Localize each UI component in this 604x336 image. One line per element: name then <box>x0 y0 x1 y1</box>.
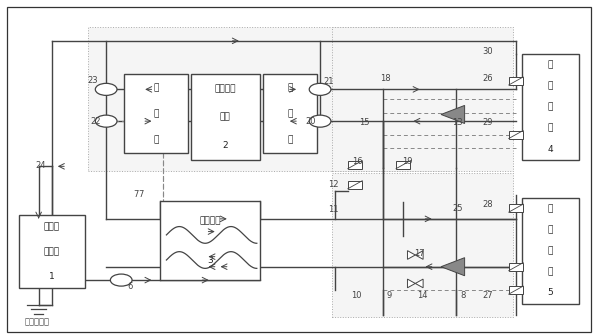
Text: 机: 机 <box>548 102 553 112</box>
Text: 冷: 冷 <box>153 83 159 92</box>
Text: 27: 27 <box>482 291 493 300</box>
Text: 器: 器 <box>288 135 292 144</box>
Circle shape <box>95 115 117 127</box>
Text: 新: 新 <box>548 60 553 69</box>
Text: 13: 13 <box>452 118 463 127</box>
Polygon shape <box>408 279 416 288</box>
Text: 水机组: 水机组 <box>44 247 60 256</box>
Bar <box>509 263 523 271</box>
Text: 11: 11 <box>328 205 339 214</box>
Text: 2: 2 <box>222 141 228 150</box>
Text: 7: 7 <box>133 190 139 199</box>
Text: 组: 组 <box>548 124 553 132</box>
Text: 蒸: 蒸 <box>288 83 292 92</box>
Text: 10: 10 <box>351 291 361 300</box>
Circle shape <box>309 83 331 95</box>
Bar <box>396 161 411 169</box>
Text: 20: 20 <box>306 117 316 126</box>
Text: 22: 22 <box>91 117 101 126</box>
Bar <box>332 28 513 171</box>
Text: 凝: 凝 <box>153 109 159 118</box>
Polygon shape <box>441 106 464 124</box>
Bar <box>332 173 513 317</box>
Polygon shape <box>441 258 464 276</box>
Text: 30: 30 <box>482 47 493 56</box>
Bar <box>19 215 85 289</box>
Text: 12: 12 <box>328 180 339 189</box>
Text: 26: 26 <box>482 74 493 83</box>
Text: 5: 5 <box>548 289 553 297</box>
Polygon shape <box>416 279 423 288</box>
Bar <box>509 286 523 294</box>
Circle shape <box>309 115 331 127</box>
Text: 3: 3 <box>207 256 213 265</box>
Text: 17: 17 <box>414 249 425 258</box>
Text: 29: 29 <box>483 118 493 127</box>
Text: 18: 18 <box>380 74 390 83</box>
Text: 1: 1 <box>49 272 55 281</box>
Bar <box>522 54 579 160</box>
Text: 主换热器: 主换热器 <box>199 217 221 225</box>
Text: 源水取: 源水取 <box>44 223 60 232</box>
Text: 23: 23 <box>87 76 98 85</box>
Bar <box>88 28 449 171</box>
Text: 25: 25 <box>452 204 463 213</box>
Text: 空: 空 <box>548 204 553 213</box>
Text: 源水储水处: 源水储水处 <box>24 318 50 326</box>
Circle shape <box>95 83 117 95</box>
Text: 28: 28 <box>482 200 493 209</box>
Bar <box>263 74 317 153</box>
Text: 发: 发 <box>288 109 292 118</box>
Text: 14: 14 <box>417 291 428 300</box>
Text: 水源热泵: 水源热泵 <box>214 84 236 93</box>
Text: 21: 21 <box>324 77 335 85</box>
Bar <box>509 77 523 85</box>
Text: 15: 15 <box>359 118 370 127</box>
Text: 风: 风 <box>548 81 553 90</box>
Bar <box>124 74 187 153</box>
Bar <box>522 198 579 303</box>
Polygon shape <box>416 251 423 259</box>
Bar <box>348 161 362 169</box>
Bar <box>509 130 523 138</box>
Text: 机组: 机组 <box>220 113 231 122</box>
Polygon shape <box>408 251 416 259</box>
Text: 24: 24 <box>36 161 47 170</box>
Circle shape <box>111 274 132 286</box>
Text: 19: 19 <box>402 157 413 166</box>
Bar <box>161 202 260 280</box>
Text: 8: 8 <box>461 291 466 300</box>
Text: 调: 调 <box>548 225 553 234</box>
Text: 机: 机 <box>548 246 553 255</box>
Text: 7: 7 <box>138 190 144 199</box>
Text: 16: 16 <box>352 157 363 166</box>
Text: 6: 6 <box>127 282 133 291</box>
Bar <box>509 204 523 212</box>
Bar <box>190 74 260 160</box>
Text: 9: 9 <box>387 291 392 300</box>
Bar <box>348 181 362 189</box>
Text: 组: 组 <box>548 267 553 277</box>
Text: 器: 器 <box>153 135 159 144</box>
Text: 4: 4 <box>548 144 553 154</box>
